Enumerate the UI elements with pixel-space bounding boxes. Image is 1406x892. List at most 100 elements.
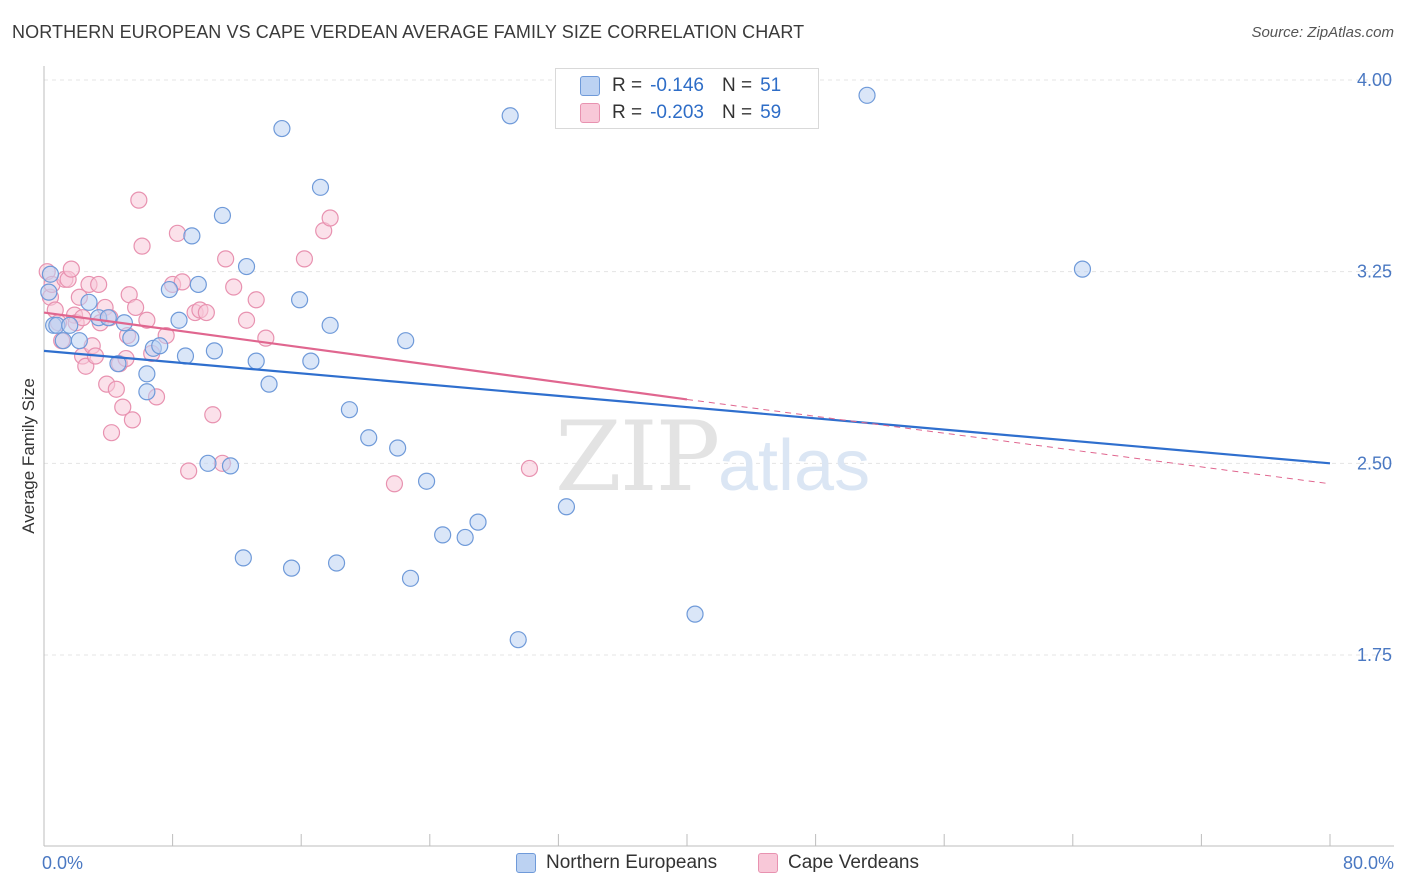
northern-european-point: [397, 332, 415, 350]
northern-european-point: [109, 355, 127, 373]
northern-european-point: [99, 309, 117, 327]
northern-european-point: [434, 526, 452, 544]
series-legend-label: Cape Verdeans: [788, 852, 919, 873]
northern-european-point: [858, 86, 876, 104]
cape-verdean-point: [321, 209, 339, 227]
northern-european-point: [54, 332, 72, 350]
northern-european-point: [501, 107, 519, 125]
chart-title: NORTHERN EUROPEAN VS CAPE VERDEAN AVERAG…: [12, 22, 805, 42]
northern-european-point: [61, 316, 79, 334]
legend-n-label: N =: [721, 75, 753, 96]
northern-european-point: [686, 605, 704, 623]
northern-european-point: [80, 293, 98, 311]
watermark-zip: ZIP: [555, 401, 718, 513]
y-tick-label: 1.75: [1357, 645, 1392, 665]
watermark: ZIP atlas: [555, 401, 870, 513]
legend-n-label: N =: [721, 102, 753, 123]
northern-european-point: [469, 513, 487, 531]
northern-european-point: [321, 316, 339, 334]
northern-european-point: [41, 265, 60, 283]
y-axis-title: Average Family Size: [19, 378, 38, 534]
cape-verdeans-points: [38, 191, 539, 493]
series-legend-cape-verdeans[interactable]: Cape Verdeans: [758, 852, 919, 874]
cape-verdean-point: [107, 380, 125, 398]
series-swatch-pink: [758, 853, 778, 873]
legend-r-value: -0.146: [650, 75, 704, 96]
northern-european-point: [340, 401, 359, 419]
legend-swatch-blue: [580, 76, 600, 96]
cape-verdean-point: [197, 303, 215, 322]
watermark-atlas: atlas: [718, 426, 870, 506]
cape-verdean-point: [237, 311, 256, 329]
northern-european-point: [160, 280, 178, 299]
legend-r-value: -0.203: [650, 102, 704, 123]
cape-verdeans-trend-line: [43, 311, 688, 401]
cape-verdean-point: [204, 406, 222, 424]
legend-row-northern-europeans: R = -0.146 N = 51: [580, 74, 781, 98]
northern-european-point: [302, 352, 320, 370]
cape-verdean-point: [123, 411, 142, 429]
cape-verdean-point: [168, 224, 187, 242]
trend-lines: [43, 311, 1331, 485]
northern-european-point: [183, 227, 201, 245]
northern-european-point: [557, 498, 576, 516]
northern-european-point: [417, 472, 436, 490]
northern-european-point: [247, 352, 265, 370]
cape-verdean-point: [62, 260, 80, 278]
legend-swatch-pink: [580, 103, 600, 123]
source-credit: Source: ZipAtlas.com: [1251, 24, 1394, 41]
legend-r-label: R =: [612, 75, 643, 96]
northern-european-point: [389, 439, 407, 457]
series-legend-label: Northern Europeans: [546, 852, 718, 873]
y-tick-label: 4.00: [1357, 70, 1392, 90]
northern-european-point: [205, 342, 223, 360]
northern-european-point: [260, 375, 278, 393]
cape-verdean-point: [247, 291, 265, 309]
tick-labels: 1.75 2.50 3.25 4.00 0.0% 80.0%: [42, 70, 1394, 873]
northern-european-point: [360, 429, 378, 447]
series-swatch-blue: [516, 853, 536, 873]
cape-verdean-point: [217, 250, 235, 268]
northern-european-point: [401, 569, 420, 587]
northern-european-point: [151, 337, 169, 355]
northern-european-point: [170, 311, 188, 329]
cape-verdean-point: [130, 191, 148, 209]
northern-european-point: [189, 275, 207, 294]
x-tick-label: 80.0%: [1343, 853, 1394, 873]
northern-european-point: [456, 528, 474, 547]
legend-row-cape-verdeans: R = -0.203 N = 59: [580, 101, 781, 125]
y-tick-label: 3.25: [1357, 262, 1392, 282]
northern-european-point: [138, 365, 156, 383]
northern-european-point: [282, 559, 301, 577]
legend-r-label: R =: [612, 102, 643, 123]
cape-verdean-point: [180, 462, 198, 480]
legend-n-value: 59: [760, 102, 782, 123]
northern-european-point: [176, 347, 195, 365]
northern-european-point: [138, 383, 156, 401]
series-legend-northern-europeans[interactable]: Northern Europeans: [516, 852, 717, 874]
northern-european-point: [40, 283, 58, 301]
northern-european-point: [509, 631, 527, 649]
cape-verdean-point: [295, 250, 314, 268]
cape-verdean-point: [90, 275, 108, 294]
northern-europeans-trend-line: [43, 349, 1331, 465]
northern-european-point: [311, 178, 330, 196]
northern-european-point: [199, 454, 217, 472]
series-legend: Northern Europeans Cape Verdeans: [0, 852, 1406, 876]
cape-verdean-point: [102, 424, 121, 442]
cape-verdean-point: [225, 278, 243, 296]
northern-european-point: [70, 332, 88, 350]
x-tick-label: 0.0%: [42, 853, 83, 873]
cape-verdean-point: [114, 398, 132, 416]
northern-european-point: [290, 291, 309, 309]
northern-european-point: [327, 554, 346, 572]
cape-verdean-point: [138, 311, 156, 329]
legend-n-value: 51: [760, 75, 782, 96]
northern-europeans-points: [40, 86, 1092, 649]
stats-legend: R = -0.146 N = 51 R = -0.203 N = 59: [555, 68, 819, 129]
northern-european-point: [221, 457, 240, 475]
cape-verdean-point: [520, 459, 539, 478]
cape-verdean-point: [133, 237, 151, 255]
northern-european-point: [1073, 260, 1092, 278]
